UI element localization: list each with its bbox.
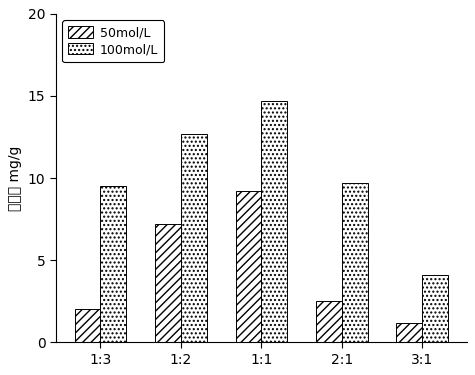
Bar	[422, 275, 448, 342]
Bar	[316, 301, 342, 342]
Bar	[261, 101, 287, 342]
Bar	[397, 322, 422, 342]
Legend: 50mol/L, 100mol/L: 50mol/L, 100mol/L	[62, 20, 164, 62]
Bar	[342, 183, 368, 342]
Bar	[181, 134, 207, 342]
Bar	[236, 191, 261, 342]
Y-axis label: 吸附量 mg/g: 吸附量 mg/g	[9, 146, 22, 211]
Bar	[75, 309, 100, 342]
Bar	[155, 224, 181, 342]
Bar	[100, 186, 126, 342]
